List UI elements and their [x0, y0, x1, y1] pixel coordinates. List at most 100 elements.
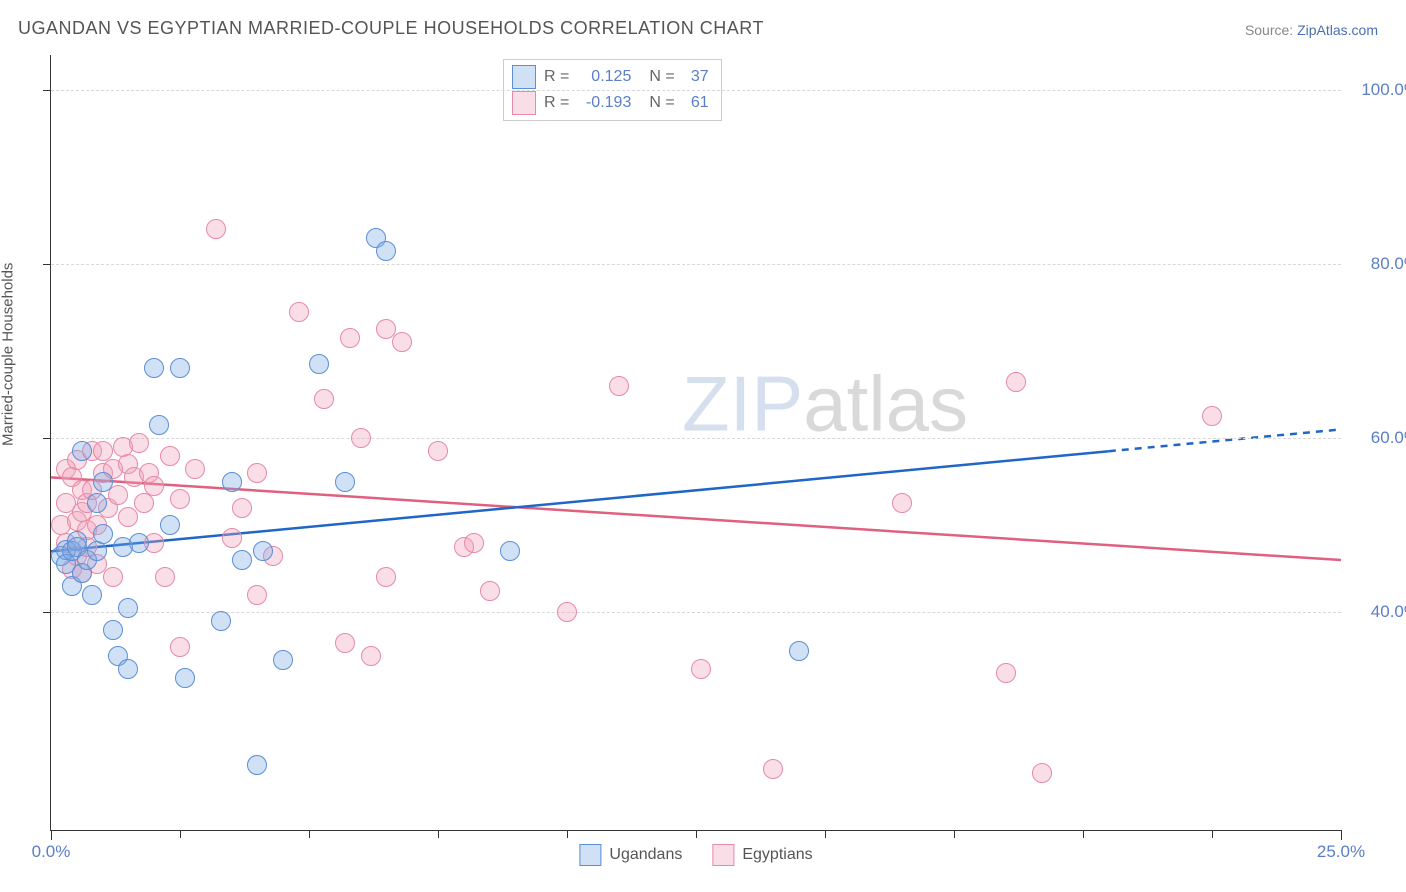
data-point: [500, 541, 520, 561]
swatch-egyptians-icon: [712, 844, 734, 866]
trend-line: [1109, 429, 1341, 451]
x-tick-label: 25.0%: [1317, 842, 1365, 862]
series-legend: Ugandans Egyptians: [579, 844, 812, 866]
data-point: [144, 476, 164, 496]
source-link[interactable]: ZipAtlas.com: [1297, 22, 1378, 38]
data-point: [557, 602, 577, 622]
data-point: [247, 755, 267, 775]
data-point: [1032, 763, 1052, 783]
data-point: [392, 332, 412, 352]
y-axis-label: Married-couple Households: [0, 263, 17, 446]
data-point: [170, 489, 190, 509]
x-tick: [1212, 830, 1213, 838]
legend-item-egyptians: Egyptians: [712, 844, 812, 866]
legend-label-egyptians: Egyptians: [742, 846, 812, 864]
data-point: [170, 637, 190, 657]
data-point: [222, 528, 242, 548]
chart-title: UGANDAN VS EGYPTIAN MARRIED-COUPLE HOUSE…: [18, 18, 764, 39]
data-point: [376, 567, 396, 587]
data-point: [160, 515, 180, 535]
x-tick: [1083, 830, 1084, 838]
data-point: [335, 633, 355, 653]
data-point: [170, 358, 190, 378]
grid-line: [51, 612, 1341, 613]
swatch-ugandans-icon: [512, 65, 536, 89]
data-point: [155, 567, 175, 587]
data-point: [108, 485, 128, 505]
data-point: [82, 585, 102, 605]
r-label: R =: [544, 90, 569, 116]
data-point: [206, 219, 226, 239]
data-point: [309, 354, 329, 374]
data-point: [72, 441, 92, 461]
n-value-ugandans: 37: [683, 64, 709, 90]
x-tick: [1341, 830, 1342, 840]
x-tick: [51, 830, 52, 840]
data-point: [144, 358, 164, 378]
legend-item-ugandans: Ugandans: [579, 844, 682, 866]
data-point: [1006, 372, 1026, 392]
x-tick: [696, 830, 697, 838]
data-point: [763, 759, 783, 779]
watermark-atlas: atlas: [803, 359, 968, 447]
data-point: [253, 541, 273, 561]
data-point: [335, 472, 355, 492]
n-value-egyptians: 61: [683, 90, 709, 116]
watermark-zip: ZIP: [682, 359, 803, 447]
x-tick: [438, 830, 439, 838]
data-point: [175, 668, 195, 688]
data-point: [691, 659, 711, 679]
data-point: [351, 428, 371, 448]
trend-line: [51, 477, 1341, 560]
legend-label-ugandans: Ugandans: [609, 846, 682, 864]
data-point: [247, 585, 267, 605]
x-tick-label: 0.0%: [32, 842, 71, 862]
source-attribution: Source: ZipAtlas.com: [1245, 22, 1378, 38]
y-tick: [43, 612, 51, 613]
data-point: [103, 620, 123, 640]
swatch-ugandans-icon: [579, 844, 601, 866]
r-label: R =: [544, 64, 569, 90]
n-label: N =: [649, 90, 674, 116]
data-point: [232, 550, 252, 570]
trend-lines-layer: [51, 55, 1341, 830]
scatter-chart: ZIPatlas R = 0.125 N = 37 R = -0.193 N =…: [50, 55, 1341, 831]
watermark: ZIPatlas: [682, 358, 968, 449]
data-point: [87, 493, 107, 513]
data-point: [211, 611, 231, 631]
legend-row-egyptians: R = -0.193 N = 61: [512, 90, 709, 116]
data-point: [247, 463, 267, 483]
data-point: [93, 472, 113, 492]
grid-line: [51, 264, 1341, 265]
x-tick: [825, 830, 826, 838]
y-tick-label: 40.0%: [1349, 602, 1406, 622]
data-point: [103, 567, 123, 587]
x-tick: [309, 830, 310, 838]
grid-line: [51, 90, 1341, 91]
y-tick-label: 60.0%: [1349, 428, 1406, 448]
data-point: [376, 241, 396, 261]
grid-line: [51, 438, 1341, 439]
n-label: N =: [649, 64, 674, 90]
data-point: [273, 650, 293, 670]
data-point: [134, 493, 154, 513]
data-point: [118, 659, 138, 679]
data-point: [129, 433, 149, 453]
y-tick: [43, 90, 51, 91]
y-tick-label: 80.0%: [1349, 254, 1406, 274]
data-point: [289, 302, 309, 322]
data-point: [185, 459, 205, 479]
data-point: [1202, 406, 1222, 426]
data-point: [87, 541, 107, 561]
data-point: [149, 415, 169, 435]
data-point: [314, 389, 334, 409]
data-point: [93, 524, 113, 544]
legend-row-ugandans: R = 0.125 N = 37: [512, 64, 709, 90]
y-tick: [43, 264, 51, 265]
data-point: [160, 446, 180, 466]
y-tick-label: 100.0%: [1349, 80, 1406, 100]
r-value-egyptians: -0.193: [577, 90, 631, 116]
data-point: [789, 641, 809, 661]
data-point: [361, 646, 381, 666]
data-point: [609, 376, 629, 396]
